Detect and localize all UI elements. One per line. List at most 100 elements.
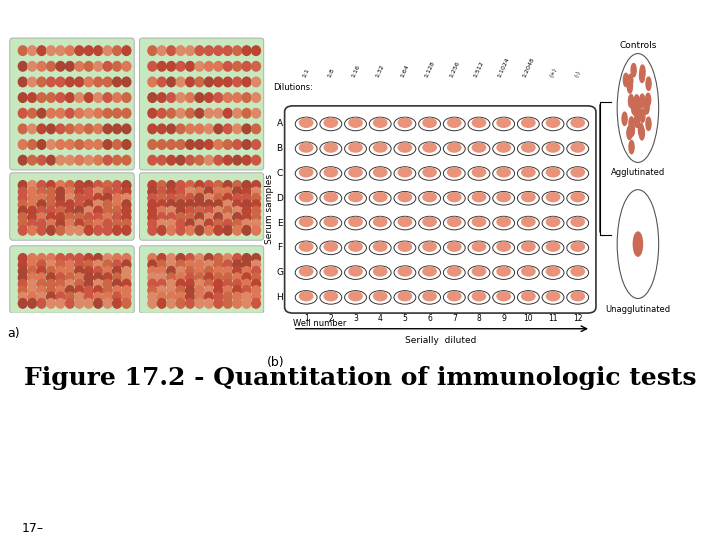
Circle shape: [242, 62, 251, 71]
Circle shape: [167, 124, 176, 133]
Circle shape: [204, 286, 213, 295]
Circle shape: [186, 273, 194, 282]
Circle shape: [84, 140, 93, 149]
Circle shape: [195, 181, 204, 190]
Circle shape: [94, 273, 102, 282]
Circle shape: [242, 279, 251, 289]
Ellipse shape: [422, 142, 437, 153]
Circle shape: [223, 206, 232, 216]
Circle shape: [158, 140, 166, 149]
Ellipse shape: [492, 217, 515, 230]
Circle shape: [103, 292, 112, 302]
Ellipse shape: [567, 192, 589, 205]
Circle shape: [167, 193, 176, 203]
Circle shape: [94, 267, 102, 276]
Circle shape: [122, 299, 131, 308]
Circle shape: [195, 187, 204, 197]
Circle shape: [214, 93, 222, 103]
Circle shape: [94, 193, 102, 203]
Circle shape: [94, 109, 102, 118]
Circle shape: [56, 200, 65, 210]
Circle shape: [195, 193, 204, 203]
Circle shape: [186, 260, 194, 269]
Circle shape: [214, 292, 222, 302]
Circle shape: [636, 102, 641, 116]
Ellipse shape: [496, 291, 511, 301]
Circle shape: [66, 187, 74, 197]
Circle shape: [158, 213, 166, 222]
Circle shape: [75, 62, 84, 71]
Circle shape: [66, 93, 74, 103]
Circle shape: [214, 299, 222, 308]
Circle shape: [28, 267, 37, 276]
Ellipse shape: [418, 142, 441, 156]
Ellipse shape: [397, 241, 413, 252]
Circle shape: [47, 181, 55, 190]
Circle shape: [195, 46, 204, 56]
Circle shape: [214, 219, 222, 229]
Circle shape: [204, 213, 213, 222]
Circle shape: [84, 299, 93, 308]
Circle shape: [28, 93, 37, 103]
Circle shape: [195, 124, 204, 133]
Circle shape: [112, 273, 122, 282]
Ellipse shape: [546, 192, 560, 202]
Circle shape: [66, 292, 74, 302]
FancyBboxPatch shape: [140, 246, 264, 313]
Circle shape: [251, 279, 261, 289]
Ellipse shape: [299, 192, 313, 202]
Text: 7: 7: [452, 314, 456, 323]
Circle shape: [47, 206, 55, 216]
Circle shape: [233, 273, 242, 282]
Circle shape: [195, 140, 204, 149]
Ellipse shape: [348, 142, 363, 153]
Circle shape: [47, 46, 55, 56]
Circle shape: [94, 279, 102, 289]
Ellipse shape: [369, 167, 391, 180]
Circle shape: [195, 213, 204, 222]
Ellipse shape: [397, 266, 413, 276]
Circle shape: [103, 187, 112, 197]
Circle shape: [186, 62, 194, 71]
Circle shape: [176, 62, 185, 71]
Ellipse shape: [444, 192, 465, 205]
Ellipse shape: [570, 241, 585, 252]
Ellipse shape: [345, 217, 366, 230]
Circle shape: [158, 181, 166, 190]
Circle shape: [112, 77, 122, 87]
Circle shape: [195, 62, 204, 71]
Circle shape: [66, 62, 74, 71]
Circle shape: [223, 193, 232, 203]
Circle shape: [223, 226, 232, 235]
Circle shape: [112, 279, 122, 289]
Circle shape: [84, 193, 93, 203]
Text: D: D: [276, 194, 283, 203]
Ellipse shape: [444, 217, 465, 230]
Circle shape: [242, 187, 251, 197]
Circle shape: [84, 226, 93, 235]
Circle shape: [66, 213, 74, 222]
Ellipse shape: [542, 266, 564, 279]
Circle shape: [167, 299, 176, 308]
Text: 1:64: 1:64: [400, 64, 410, 78]
Circle shape: [223, 62, 232, 71]
Circle shape: [223, 219, 232, 229]
Circle shape: [251, 200, 261, 210]
Circle shape: [122, 267, 131, 276]
Circle shape: [640, 109, 645, 123]
Circle shape: [37, 140, 46, 149]
Circle shape: [242, 46, 251, 56]
Ellipse shape: [373, 241, 387, 252]
Circle shape: [122, 200, 131, 210]
Text: 5: 5: [402, 314, 408, 323]
Circle shape: [103, 299, 112, 308]
Ellipse shape: [320, 241, 342, 255]
Circle shape: [103, 77, 112, 87]
Circle shape: [47, 187, 55, 197]
Text: 2: 2: [328, 314, 333, 323]
Circle shape: [251, 267, 261, 276]
Circle shape: [56, 279, 65, 289]
Circle shape: [66, 286, 74, 295]
Circle shape: [204, 299, 213, 308]
Circle shape: [176, 187, 185, 197]
